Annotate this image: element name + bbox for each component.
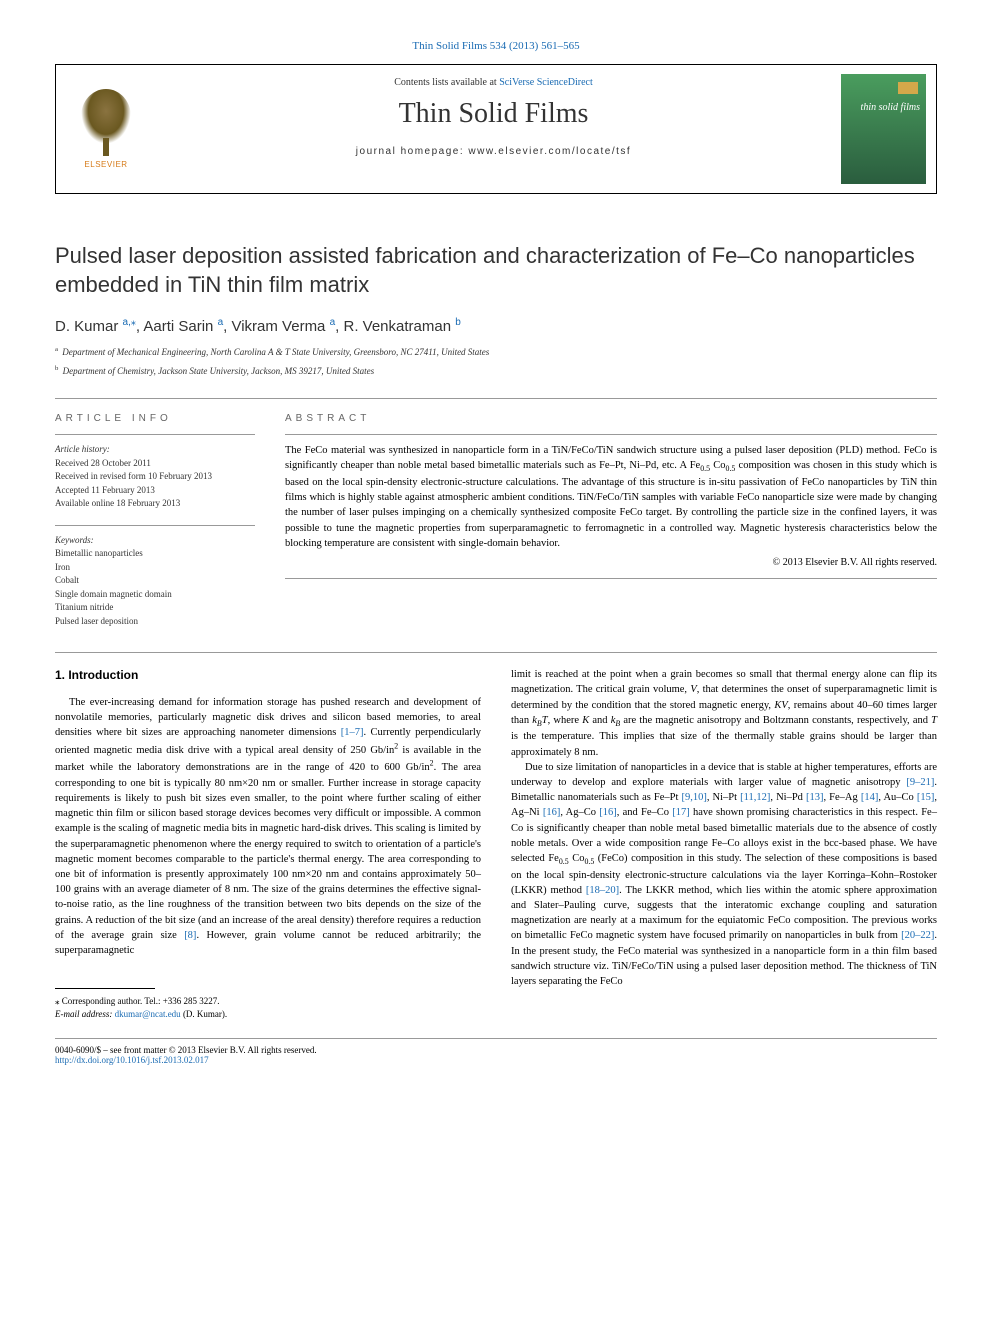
- abstract-header: ABSTRACT: [285, 413, 937, 424]
- keyword: Iron: [55, 561, 255, 575]
- abstract-text: The FeCo material was synthesized in nan…: [285, 443, 937, 551]
- email-line: E-mail address: dkumar@ncat.edu (D. Kuma…: [55, 1008, 481, 1021]
- email-link[interactable]: dkumar@ncat.edu: [115, 1009, 181, 1019]
- ref-link[interactable]: [8]: [184, 930, 196, 941]
- elsevier-label: ELSEVIER: [84, 160, 127, 169]
- authors-line: D. Kumar a,⁎, Aarti Sarin a, Vikram Verm…: [55, 317, 937, 335]
- sciencedirect-link[interactable]: SciVerse ScienceDirect: [499, 77, 593, 88]
- footer-divider: [55, 1038, 937, 1039]
- ref-link[interactable]: [16]: [599, 807, 617, 818]
- author-1-aff[interactable]: a,: [123, 317, 131, 328]
- citation-header: Thin Solid Films 534 (2013) 561–565: [55, 40, 937, 52]
- footnote-divider: [55, 988, 155, 989]
- history-label: Article history:: [55, 443, 255, 457]
- column-right: limit is reached at the point when a gra…: [511, 667, 937, 1020]
- journal-homepage[interactable]: journal homepage: www.elsevier.com/locat…: [156, 146, 831, 157]
- ref-link[interactable]: [18–20]: [586, 885, 619, 896]
- affiliation-a: a Department of Mechanical Engineering, …: [55, 345, 937, 360]
- intro-heading: 1. Introduction: [55, 667, 481, 684]
- body-paragraph: Due to size limitation of nanoparticles …: [511, 760, 937, 990]
- author-1: D. Kumar: [55, 318, 123, 335]
- elsevier-tree-icon: [81, 89, 131, 144]
- contents-line: Contents lists available at SciVerse Sci…: [156, 77, 831, 88]
- article-info-col: ARTICLE INFO Article history: Received 2…: [55, 413, 255, 642]
- body-columns: 1. Introduction The ever-increasing dema…: [55, 667, 937, 1020]
- ref-link[interactable]: [9–21]: [906, 777, 934, 788]
- keyword: Bimetallic nanoparticles: [55, 547, 255, 561]
- ref-link[interactable]: [15]: [917, 792, 935, 803]
- corresponding-author-footnote: ⁎ Corresponding author. Tel.: +336 285 3…: [55, 995, 481, 1020]
- ref-link[interactable]: [16]: [543, 807, 561, 818]
- corr-author-line: ⁎ Corresponding author. Tel.: +336 285 3…: [55, 995, 481, 1008]
- journal-cover-icon: thin solid films: [841, 74, 926, 184]
- journal-header: ELSEVIER Contents lists available at Sci…: [55, 64, 937, 194]
- affiliation-b: b Department of Chemistry, Jackson State…: [55, 364, 937, 379]
- keyword: Titanium nitride: [55, 601, 255, 615]
- revised-date: Received in revised form 10 February 201…: [55, 470, 255, 484]
- divider: [285, 578, 937, 579]
- page-footer: 0040-6090/$ – see front matter © 2013 El…: [55, 1045, 937, 1065]
- body-paragraph: The ever-increasing demand for informati…: [55, 695, 481, 959]
- keyword: Pulsed laser deposition: [55, 615, 255, 629]
- ref-link[interactable]: [11,12]: [740, 792, 770, 803]
- divider: [55, 525, 255, 526]
- cover-title: thin solid films: [861, 102, 920, 113]
- cover-box: thin solid films: [831, 65, 936, 193]
- keywords-label: Keywords:: [55, 534, 255, 548]
- keywords-block: Keywords: Bimetallic nanoparticles Iron …: [55, 534, 255, 629]
- keyword: Single domain magnetic domain: [55, 588, 255, 602]
- issn-line: 0040-6090/$ – see front matter © 2013 El…: [55, 1045, 317, 1055]
- page: Thin Solid Films 534 (2013) 561–565 ELSE…: [0, 0, 992, 1105]
- footer-left: 0040-6090/$ – see front matter © 2013 El…: [55, 1045, 317, 1065]
- author-4: R. Venkatraman: [343, 318, 455, 335]
- divider: [55, 398, 937, 399]
- header-center: Contents lists available at SciVerse Sci…: [156, 65, 831, 193]
- article-history: Article history: Received 28 October 201…: [55, 443, 255, 511]
- elsevier-logo: ELSEVIER: [71, 84, 141, 174]
- abstract-col: ABSTRACT The FeCo material was synthesiz…: [285, 413, 937, 642]
- article-title: Pulsed laser deposition assisted fabrica…: [55, 242, 937, 299]
- keyword: Cobalt: [55, 574, 255, 588]
- doi-link[interactable]: http://dx.doi.org/10.1016/j.tsf.2013.02.…: [55, 1055, 209, 1065]
- author-3: Vikram Verma: [231, 318, 329, 335]
- online-date: Available online 18 February 2013: [55, 497, 255, 511]
- divider: [55, 434, 255, 435]
- article-info-header: ARTICLE INFO: [55, 413, 255, 424]
- body-paragraph: limit is reached at the point when a gra…: [511, 667, 937, 760]
- author-4-aff[interactable]: b: [455, 317, 461, 328]
- info-abstract-row: ARTICLE INFO Article history: Received 2…: [55, 413, 937, 642]
- received-date: Received 28 October 2011: [55, 457, 255, 471]
- copyright-line: © 2013 Elsevier B.V. All rights reserved…: [285, 557, 937, 568]
- citation-text[interactable]: Thin Solid Films 534 (2013) 561–565: [412, 40, 579, 52]
- ref-link[interactable]: [9,10]: [681, 792, 706, 803]
- column-left: 1. Introduction The ever-increasing dema…: [55, 667, 481, 1020]
- ref-link[interactable]: [14]: [861, 792, 879, 803]
- ref-link[interactable]: [13]: [806, 792, 824, 803]
- ref-link[interactable]: [1–7]: [341, 727, 364, 738]
- ref-link[interactable]: [20–22]: [901, 930, 934, 941]
- accepted-date: Accepted 11 February 2013: [55, 484, 255, 498]
- divider: [285, 434, 937, 435]
- author-2: Aarti Sarin: [143, 318, 217, 335]
- journal-name: Thin Solid Films: [156, 98, 831, 130]
- divider: [55, 652, 937, 653]
- ref-link[interactable]: [17]: [672, 807, 690, 818]
- publisher-logo-box: ELSEVIER: [56, 65, 156, 193]
